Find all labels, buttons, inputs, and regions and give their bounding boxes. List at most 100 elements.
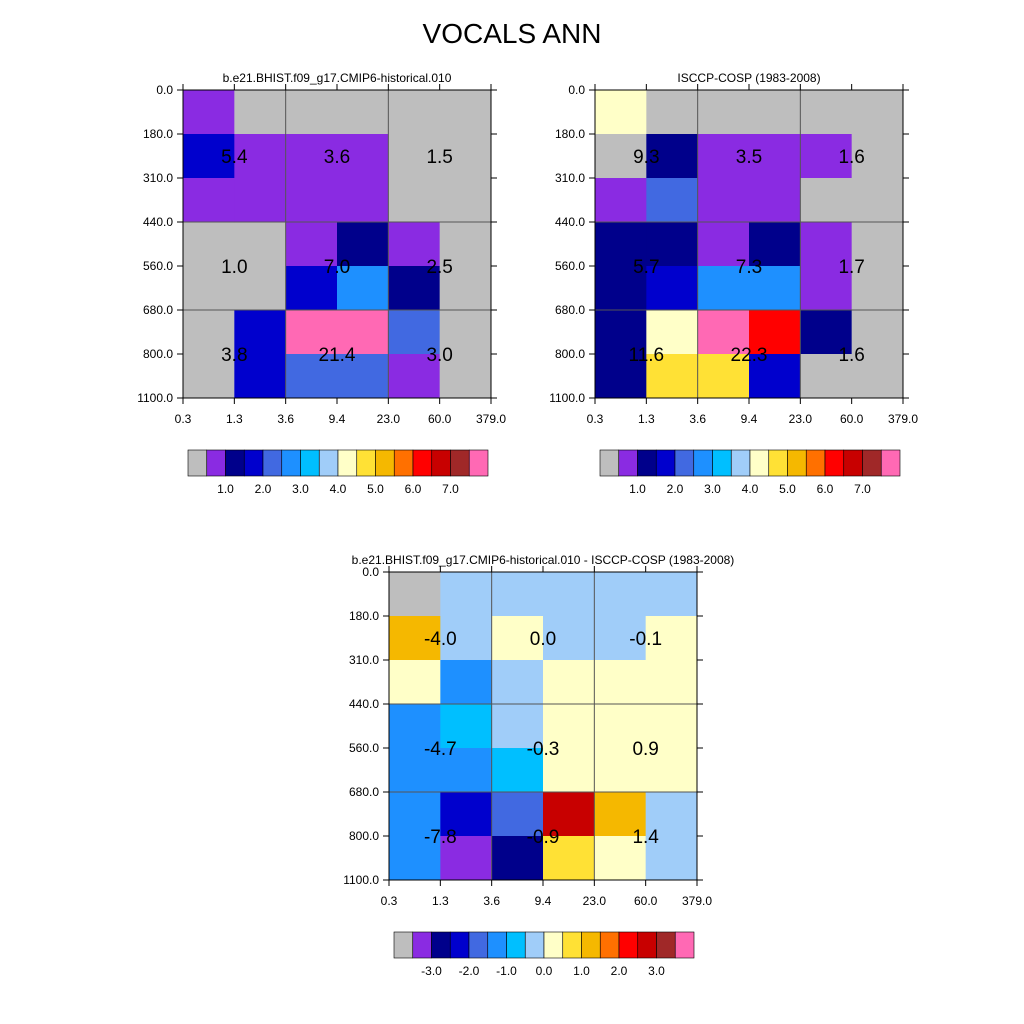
data-label: 1.0 bbox=[221, 257, 247, 278]
heatmap-cell bbox=[645, 572, 698, 617]
heatmap-cell bbox=[440, 792, 493, 837]
data-label: 3.5 bbox=[736, 147, 762, 168]
colorbar-box bbox=[543, 931, 564, 959]
colorbar-label: 2.0 bbox=[255, 482, 272, 496]
y-tick-label: 800.0 bbox=[555, 347, 585, 361]
heatmap-cell bbox=[543, 572, 595, 617]
y-tick-label: 180.0 bbox=[555, 127, 585, 141]
heatmap-cell bbox=[388, 222, 441, 267]
colorbar-label: 3.0 bbox=[704, 482, 721, 496]
heatmap-cell bbox=[851, 178, 904, 223]
colorbar-label: 5.0 bbox=[779, 482, 796, 496]
heatmap-cell bbox=[491, 792, 544, 837]
heatmap-cell bbox=[440, 748, 493, 793]
heatmap-cell bbox=[800, 178, 853, 223]
data-label: 1.7 bbox=[838, 257, 864, 278]
heatmap-cell bbox=[645, 836, 698, 881]
colorbar-box bbox=[862, 449, 882, 477]
heatmap-cell bbox=[491, 704, 544, 749]
heatmap-cell bbox=[851, 310, 904, 355]
colorbar-box bbox=[356, 449, 376, 477]
colorbar-box bbox=[412, 449, 433, 477]
data-label: 0.0 bbox=[530, 629, 556, 650]
y-tick-label: 800.0 bbox=[143, 347, 173, 361]
x-tick-label: 1.3 bbox=[432, 894, 449, 908]
heatmap-cell bbox=[234, 178, 287, 223]
colorbar-label: 4.0 bbox=[330, 482, 347, 496]
heatmap-cell bbox=[646, 90, 699, 135]
heatmap-cell bbox=[543, 792, 595, 837]
heatmap-cell bbox=[749, 134, 801, 179]
heatmap-cell bbox=[851, 266, 904, 311]
heatmap-cell bbox=[749, 354, 801, 399]
panel-title: b.e21.BHIST.f09_g17.CMIP6-historical.010 bbox=[223, 71, 452, 85]
colorbar-box bbox=[618, 931, 639, 959]
colorbar-box bbox=[787, 449, 807, 477]
colorbar-box bbox=[524, 931, 545, 959]
colorbar-box bbox=[262, 449, 283, 477]
colorbar-label: -3.0 bbox=[421, 964, 442, 978]
colorbar-label: 0.0 bbox=[536, 964, 553, 978]
heatmap-model: b.e21.BHIST.f09_g17.CMIP6-historical.010… bbox=[137, 71, 506, 496]
colorbar-box bbox=[487, 931, 507, 959]
colorbar-label: 3.0 bbox=[648, 964, 665, 978]
y-tick-label: 1100.0 bbox=[137, 391, 173, 405]
heatmap-cell bbox=[234, 134, 287, 179]
heatmap-cell bbox=[645, 616, 698, 661]
heatmap-cell bbox=[595, 266, 647, 311]
heatmap-cell bbox=[491, 748, 544, 793]
heatmap-cell bbox=[594, 660, 647, 705]
x-tick-label: 3.6 bbox=[689, 412, 706, 426]
data-label: 7.3 bbox=[736, 257, 762, 278]
heatmap-cell bbox=[491, 572, 544, 617]
colorbar-box bbox=[749, 449, 770, 477]
y-tick-label: 0.0 bbox=[362, 565, 379, 579]
colorbar-box bbox=[880, 449, 901, 477]
colorbar-box bbox=[468, 931, 489, 959]
data-label: 9.3 bbox=[633, 147, 659, 168]
colorbar-box bbox=[693, 449, 713, 477]
heatmap-cell bbox=[543, 660, 595, 705]
y-tick-label: 680.0 bbox=[349, 785, 379, 799]
colorbar-label: 2.0 bbox=[611, 964, 628, 978]
x-tick-label: 9.4 bbox=[741, 412, 758, 426]
x-tick-label: 0.3 bbox=[381, 894, 398, 908]
heatmap-cell bbox=[749, 178, 801, 223]
heatmap-cell bbox=[389, 616, 441, 661]
x-tick-label: 23.0 bbox=[583, 894, 607, 908]
heatmap-cell bbox=[646, 222, 699, 267]
heatmap-cell bbox=[749, 266, 801, 311]
heatmap-cell bbox=[646, 266, 699, 311]
colorbar-label: -2.0 bbox=[459, 964, 480, 978]
y-tick-label: 560.0 bbox=[349, 741, 379, 755]
heatmap-cell bbox=[285, 310, 338, 355]
heatmap-cell bbox=[800, 266, 853, 311]
y-tick-label: 440.0 bbox=[143, 215, 173, 229]
colorbar-box bbox=[599, 449, 620, 477]
colorbar-box bbox=[431, 931, 451, 959]
data-label: 1.4 bbox=[632, 827, 659, 848]
heatmap-cell bbox=[234, 266, 287, 311]
heatmap-cell bbox=[543, 748, 595, 793]
x-tick-label: 0.3 bbox=[175, 412, 192, 426]
x-tick-label: 1.3 bbox=[226, 412, 243, 426]
data-label: -7.8 bbox=[424, 827, 457, 848]
heatmap-observations: ISCCP-COSP (1983-2008) 0.0 180.0 310.0 440.0… bbox=[549, 71, 918, 496]
colorbar-box bbox=[562, 931, 582, 959]
heatmap-cell bbox=[439, 310, 492, 355]
heatmap-cell bbox=[697, 178, 750, 223]
heatmap-cell bbox=[697, 222, 750, 267]
x-tick-label: 379.0 bbox=[888, 412, 918, 426]
colorbar-box bbox=[225, 449, 245, 477]
y-tick-label: 0.0 bbox=[568, 83, 585, 97]
heatmap-cell bbox=[234, 222, 287, 267]
colorbar-box bbox=[187, 449, 208, 477]
colorbar-box bbox=[318, 449, 339, 477]
heatmap-cell bbox=[697, 134, 750, 179]
colorbar-box bbox=[243, 449, 264, 477]
heatmap-cell bbox=[183, 90, 235, 135]
y-tick-label: 180.0 bbox=[143, 127, 173, 141]
heatmap-cell bbox=[697, 90, 750, 135]
data-label: 3.0 bbox=[426, 345, 452, 366]
heatmap-cell bbox=[440, 572, 493, 617]
